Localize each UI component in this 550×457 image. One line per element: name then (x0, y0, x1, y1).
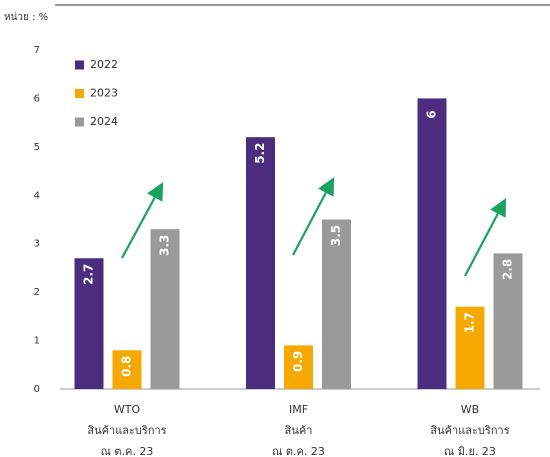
value-label: 6 (425, 110, 439, 118)
bar (74, 258, 104, 389)
bar (455, 306, 485, 389)
x-tick-label: ณ ต.ค. 23 (272, 445, 325, 457)
value-label: 1.7 (463, 312, 477, 333)
value-label: 3.5 (329, 225, 343, 246)
value-label: 0.8 (120, 356, 134, 377)
y-tick-label: 3 (34, 239, 40, 250)
x-tick-label: สินค้า (284, 424, 312, 437)
bar (150, 229, 180, 389)
trend-arrows (121, 177, 507, 277)
y-tick-label: 2 (34, 287, 40, 298)
value-label: 0.9 (291, 351, 305, 372)
bar (112, 350, 142, 389)
value-label: 2.8 (501, 259, 515, 280)
bar (493, 253, 523, 389)
y-tick-label: 1 (34, 336, 40, 347)
bar (284, 345, 313, 389)
y-tick-label: 0 (34, 384, 40, 395)
legend-swatch (75, 117, 84, 127)
y-tick-label: 5 (34, 142, 40, 153)
y-tick-label: 6 (34, 93, 40, 104)
x-tick-label: ณ มิ.ย. 23 (444, 445, 496, 457)
y-tick-label: 7 (34, 45, 40, 56)
legend-swatch (75, 60, 84, 70)
x-tick-label: ณ ต.ค. 23 (101, 445, 154, 457)
x-tick-label: WB (461, 403, 479, 416)
x-tick-label: WTO (114, 403, 141, 416)
value-label: 2.7 (82, 264, 96, 285)
bar (246, 137, 275, 389)
legend-label: 2023 (90, 87, 118, 100)
value-label: 3.3 (158, 235, 172, 256)
bar (417, 98, 447, 389)
value-label: 5.2 (253, 143, 267, 164)
x-tick-label: สินค้าและบริการ (87, 424, 167, 437)
y-tick-label: 4 (34, 190, 40, 201)
unit-label: หน่วย : % (4, 12, 48, 23)
x-tick-label: IMF (289, 403, 308, 416)
bar (322, 219, 351, 389)
legend-swatch (75, 89, 84, 98)
x-tick-label: สินค้าและบริการ (430, 424, 510, 437)
legend-label: 2024 (90, 115, 118, 128)
legend-label: 2022 (90, 58, 118, 71)
